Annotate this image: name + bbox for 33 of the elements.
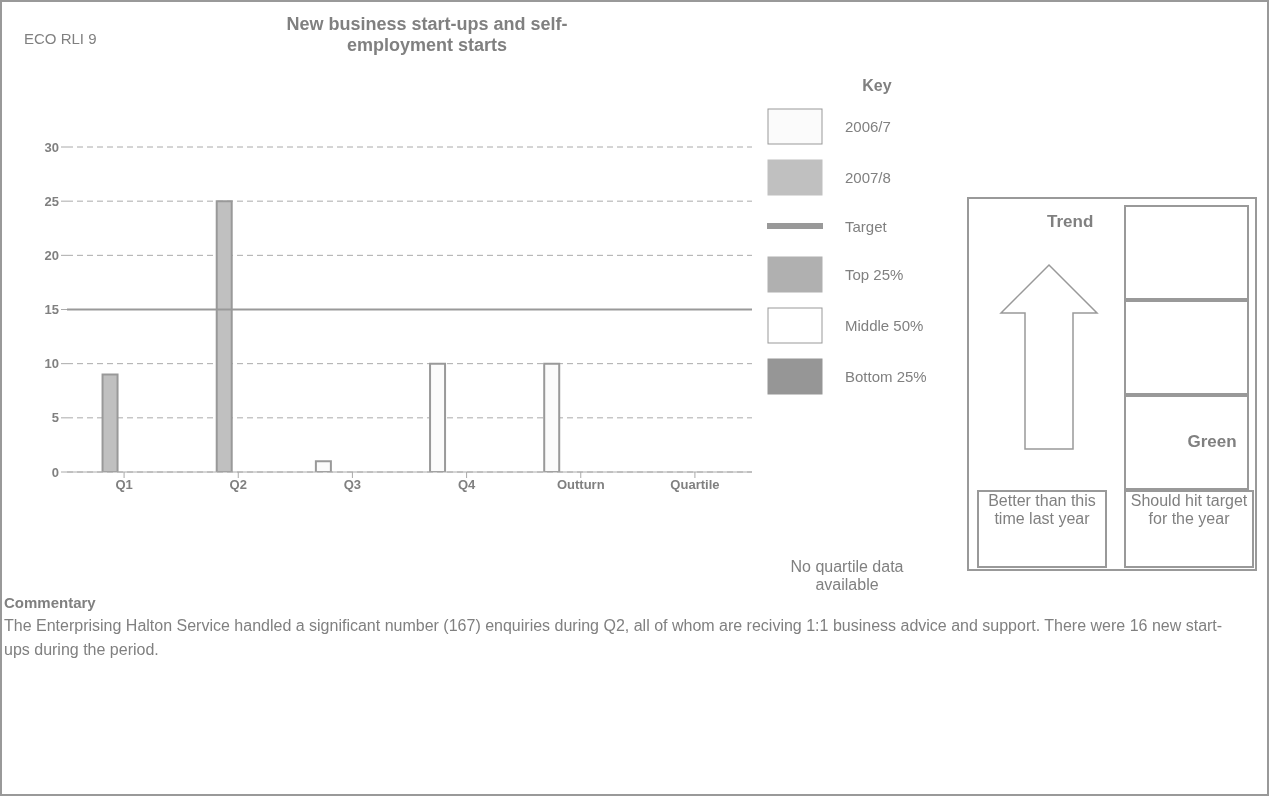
legend-label: Bottom 25% bbox=[845, 368, 927, 385]
y-tick-label: 15 bbox=[44, 302, 59, 318]
text: Better than this time last year bbox=[977, 490, 1107, 568]
bar bbox=[429, 362, 447, 472]
text: Commentary bbox=[4, 594, 96, 611]
bar bbox=[101, 373, 119, 472]
y-tick-label: 5 bbox=[51, 410, 59, 426]
legend-label: Top 25% bbox=[845, 266, 904, 283]
legend-label: 2007/8 bbox=[845, 169, 891, 186]
y-tick-label: 20 bbox=[44, 247, 59, 263]
legend-title: Key bbox=[861, 77, 893, 95]
legend-label: Target bbox=[845, 217, 887, 235]
text: No quartile data available bbox=[789, 558, 905, 594]
text: Trend bbox=[1047, 212, 1094, 232]
text: Green bbox=[1186, 432, 1238, 452]
text: ECO RLI 9 bbox=[24, 30, 97, 47]
text: The Enterprising Halton Service handled a significant number (167) enquiries during Q2, all of whom are reciving 1:1 business advice and support. There were 16 new start-ups during the period. bbox=[4, 616, 1224, 660]
legend-label: Middle 50% bbox=[845, 317, 924, 334]
y-tick-label: 25 bbox=[44, 193, 59, 209]
chart-title: New business start-ups and self-employment starts bbox=[285, 14, 569, 56]
y-tick-label: 0 bbox=[51, 464, 59, 480]
x-tick-label: Q4 bbox=[457, 477, 477, 493]
bar bbox=[543, 362, 561, 472]
x-tick-label: Q1 bbox=[115, 477, 133, 493]
y-tick-label: 10 bbox=[44, 356, 59, 372]
y-tick-label: 30 bbox=[44, 139, 59, 155]
x-tick-label: Q2 bbox=[229, 477, 247, 493]
x-tick-label: Quartile bbox=[670, 477, 720, 493]
x-tick-label: Outturn bbox=[556, 477, 605, 493]
text: Should hit target for the year bbox=[1124, 490, 1254, 568]
x-tick-label: Q3 bbox=[343, 477, 362, 493]
bar bbox=[314, 460, 332, 472]
legend-label: 2006/7 bbox=[845, 118, 891, 135]
